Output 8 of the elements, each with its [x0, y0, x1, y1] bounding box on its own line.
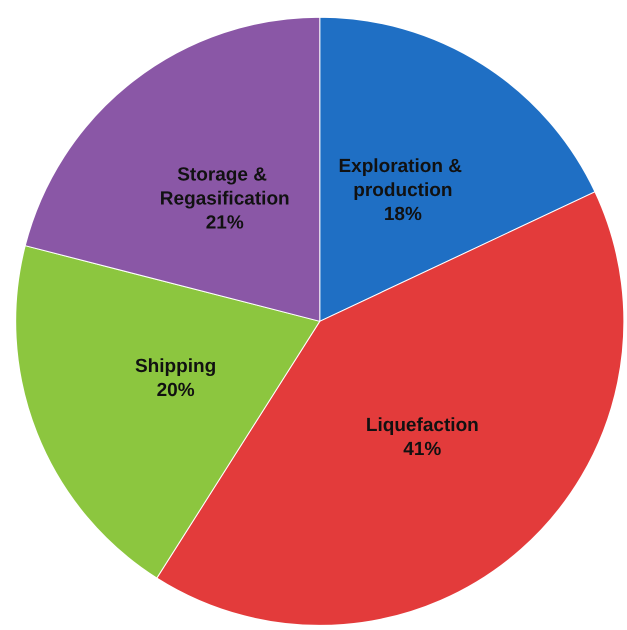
slice-label: Shipping — [134, 356, 216, 377]
slice-label: Exploration & production — [338, 156, 468, 201]
slice-label: Liquefaction — [366, 415, 479, 436]
data-label: 21% — [206, 212, 244, 234]
data-label: 20% — [156, 380, 195, 401]
slice-label: Storage & Regasification — [160, 164, 290, 210]
data-label: 41% — [403, 439, 442, 460]
data-label: 18% — [384, 204, 422, 225]
